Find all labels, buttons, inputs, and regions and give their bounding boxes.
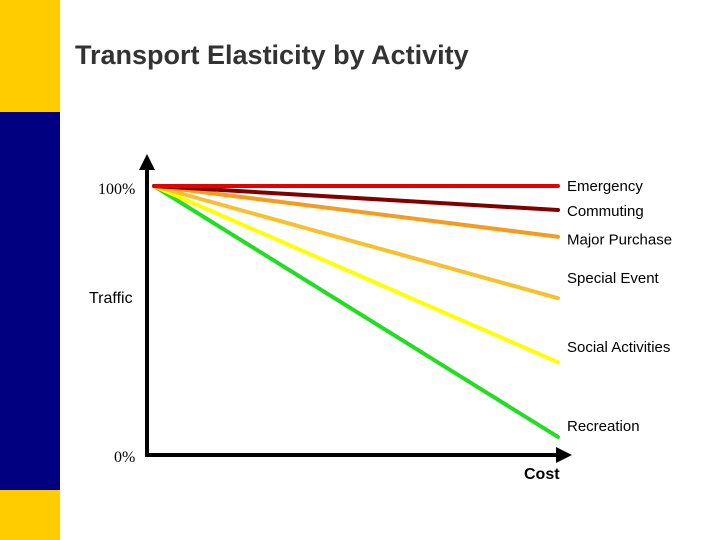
y-axis-arrow xyxy=(139,154,155,170)
x-axis-label: Cost xyxy=(524,466,560,483)
series-label-social-activities: Social Activities xyxy=(567,339,670,356)
series-line-recreation xyxy=(152,184,560,439)
series-label-commuting: Commuting xyxy=(567,203,644,220)
x-axis-arrow xyxy=(556,447,572,463)
axes xyxy=(139,154,572,463)
slide-title: Transport Elasticity by Activity xyxy=(75,40,469,70)
series-line-major-purchase xyxy=(152,184,560,239)
y-tick-label-top: 100% xyxy=(98,181,135,198)
series-label-recreation: Recreation xyxy=(567,418,640,435)
series-line-social-activities xyxy=(152,184,560,365)
series-label-special-event: Special Event xyxy=(567,270,660,287)
series-line-commuting xyxy=(152,184,560,213)
labels: Emergency Commuting Major Purchase Special … xyxy=(89,178,672,483)
series-label-major-purchase: Major Purchase xyxy=(567,232,672,249)
side-band-bottom xyxy=(0,490,60,540)
series-lines xyxy=(152,184,560,439)
series-line-special-event xyxy=(152,184,560,301)
side-band-middle xyxy=(0,112,60,490)
y-tick-label-bottom: 0% xyxy=(114,449,135,466)
series-label-emergency: Emergency xyxy=(567,178,643,195)
y-axis-label: Traffic xyxy=(89,290,133,307)
side-band-top xyxy=(0,0,60,112)
